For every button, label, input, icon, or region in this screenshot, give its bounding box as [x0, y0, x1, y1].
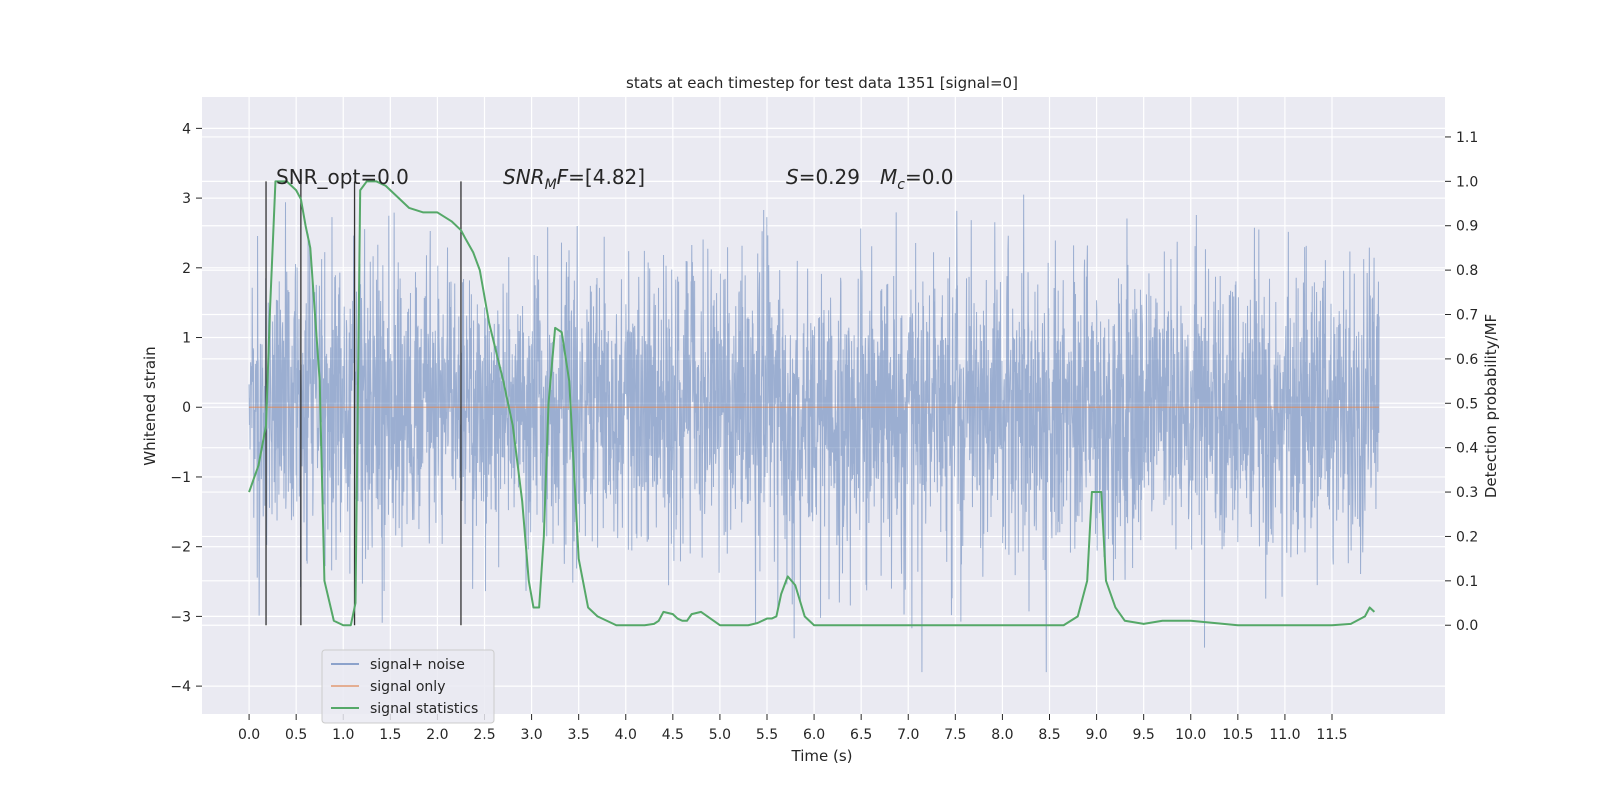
y-left-tick-label-0: −4: [170, 679, 191, 695]
x-tick-label-16: 8.0: [991, 727, 1013, 743]
y-right-tick-label-6: 0.6: [1456, 352, 1478, 368]
y-left-tick-label-2: −2: [170, 540, 191, 556]
x-tick-label-8: 4.0: [615, 727, 637, 743]
snr-mf-f: F: [557, 165, 569, 189]
x-tick-label-3: 1.5: [379, 727, 401, 743]
x-tick-label-6: 3.0: [520, 727, 542, 743]
mc-subscript: c: [897, 177, 905, 193]
x-tick-label-23: 11.5: [1316, 727, 1347, 743]
snr-mf-symbol: SNR: [503, 165, 545, 189]
x-tick-label-2: 1.0: [332, 727, 354, 743]
x-tick-label-1: 0.5: [285, 727, 307, 743]
y-right-tick-label-7: 0.7: [1456, 308, 1478, 324]
x-tick-label-12: 6.0: [803, 727, 825, 743]
x-tick-label-17: 8.5: [1038, 727, 1060, 743]
x-tick-label-4: 2.0: [426, 727, 448, 743]
y-right-tick-label-1: 0.1: [1456, 574, 1478, 590]
x-tick-label-10: 5.0: [709, 727, 731, 743]
annotations: SNR_opt=0.0 SNRMF=[4.82] S=0.29 Mc=0.0: [276, 165, 954, 193]
y-left-tick-label-3: −1: [170, 470, 191, 486]
signal-statistics-series: [248, 180, 1376, 627]
x-tick-label-18: 9.0: [1085, 727, 1107, 743]
mc-value: =0.0: [905, 165, 954, 189]
legend-label-signal-statistics: signal statistics: [370, 701, 478, 717]
x-axis-title: Time (s): [791, 747, 853, 765]
snr-mf-subscript: M: [545, 177, 557, 193]
s-value: =0.29: [799, 165, 860, 189]
x-tick-label-9: 4.5: [662, 727, 684, 743]
s-symbol: S: [786, 165, 799, 189]
chart-title: stats at each timestep for test data 135…: [626, 74, 1018, 92]
y-left-tick-label-7: 3: [182, 191, 191, 207]
signal-noise-line: [248, 194, 1380, 673]
ticks: 0.0 0.5 1.0 1.5 2.0 2.5 3.0 3.5 4.0 4.5 5.0 5.5 6.0 6…: [170, 121, 1478, 743]
y-left-tick-label-5: 1: [182, 331, 191, 347]
y-left-tick-label-6: 2: [182, 261, 191, 277]
y-right-tick-label-10: 1.0: [1456, 174, 1478, 190]
y-left-tick-label-1: −3: [170, 609, 191, 625]
legend-label-signal-only: signal only: [370, 679, 445, 695]
x-tick-label-15: 7.5: [944, 727, 966, 743]
annotation-s-value: S=0.29: [786, 165, 860, 189]
y-axis-left-title: Whitened strain: [141, 346, 159, 465]
x-tick-label-7: 3.5: [568, 727, 590, 743]
y-left-tick-label-8: 4: [182, 121, 191, 137]
x-tick-label-13: 6.5: [850, 727, 872, 743]
y-right-tick-label-4: 0.4: [1456, 441, 1478, 457]
legend-box: [321, 649, 495, 724]
x-tick-label-21: 10.5: [1222, 727, 1253, 743]
snr-mf-value: =[4.82]: [568, 165, 645, 189]
x-tick-label-0: 0.0: [238, 727, 260, 743]
y-right-tick-label-3: 0.3: [1456, 485, 1478, 501]
signal-statistics-line: [248, 180, 1376, 627]
y-left-tick-label-4: 0: [182, 400, 191, 416]
y-right-tick-label-9: 0.9: [1456, 219, 1478, 235]
annotation-snr-mf: SNRMF=[4.82]: [503, 165, 645, 193]
legend: signal+ noise signal only signal statist…: [321, 649, 495, 724]
y-right-tick-label-2: 0.2: [1456, 529, 1478, 545]
annotation-mc-value: Mc=0.0: [880, 165, 954, 193]
y-right-tick-label-8: 0.8: [1456, 263, 1478, 279]
x-tick-label-14: 7.0: [897, 727, 919, 743]
signal-noise-series: [248, 194, 1380, 673]
y-axis-right-title: Detection probability/MF: [1482, 314, 1500, 498]
x-tick-label-11: 5.5: [756, 727, 778, 743]
x-tick-label-20: 10.0: [1175, 727, 1206, 743]
y-right-tick-label-5: 0.5: [1456, 396, 1478, 412]
x-tick-label-19: 9.5: [1133, 727, 1155, 743]
mc-symbol: M: [880, 165, 897, 189]
legend-label-signal-noise: signal+ noise: [370, 657, 465, 673]
x-tick-label-5: 2.5: [473, 727, 495, 743]
y-right-tick-label-11: 1.1: [1456, 130, 1478, 146]
y-right-tick-label-0: 0.0: [1456, 618, 1478, 634]
x-tick-label-22: 11.0: [1269, 727, 1300, 743]
annotation-snr-opt: SNR_opt=0.0: [276, 165, 409, 189]
